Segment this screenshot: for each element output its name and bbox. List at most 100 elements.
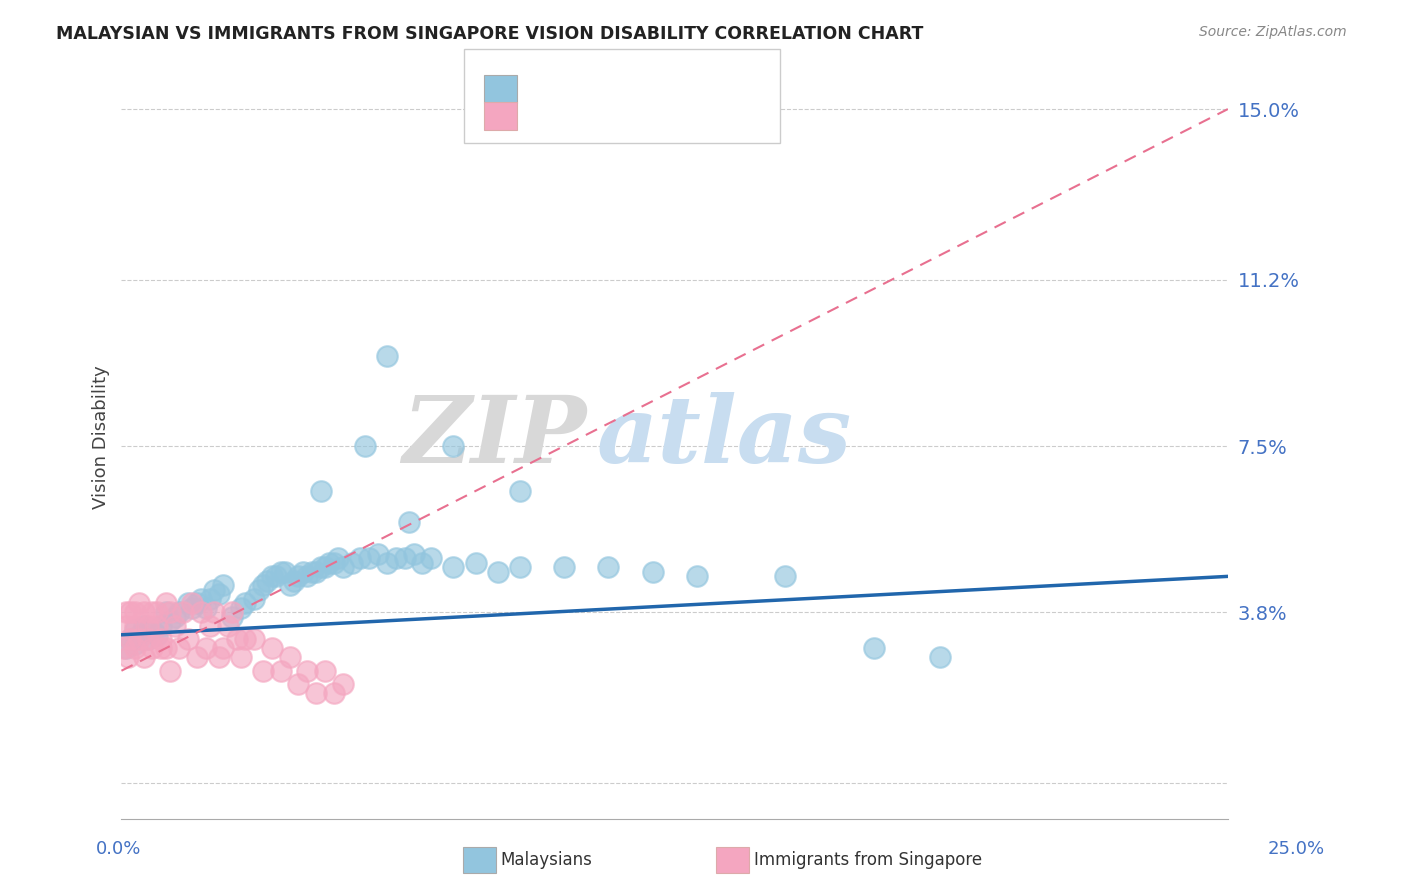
Point bbox=[235, 596, 257, 610]
Point bbox=[155, 596, 177, 610]
Point bbox=[177, 632, 200, 647]
Point bbox=[194, 641, 217, 656]
Point bbox=[398, 516, 420, 530]
Point bbox=[186, 596, 208, 610]
Text: 25.0%: 25.0% bbox=[1267, 840, 1324, 858]
Text: Source: ZipAtlas.com: Source: ZipAtlas.com bbox=[1199, 25, 1347, 39]
Point bbox=[124, 637, 146, 651]
Point bbox=[181, 596, 204, 610]
Point bbox=[509, 560, 531, 574]
Point bbox=[202, 605, 225, 619]
Point bbox=[120, 632, 142, 647]
Point bbox=[212, 578, 235, 592]
Point bbox=[283, 574, 305, 588]
Point bbox=[115, 605, 138, 619]
Point bbox=[340, 556, 363, 570]
Point bbox=[167, 641, 190, 656]
Point bbox=[297, 569, 319, 583]
Point bbox=[464, 556, 486, 570]
Point bbox=[291, 565, 314, 579]
Point bbox=[150, 619, 173, 633]
Point bbox=[314, 560, 336, 574]
Point bbox=[287, 569, 309, 583]
Point bbox=[221, 605, 243, 619]
Point bbox=[402, 547, 425, 561]
Point bbox=[260, 641, 283, 656]
Point bbox=[128, 628, 150, 642]
Text: Immigrants from Singapore: Immigrants from Singapore bbox=[754, 851, 981, 869]
Point bbox=[217, 619, 239, 633]
Point bbox=[252, 664, 274, 678]
Point bbox=[243, 632, 266, 647]
Point bbox=[159, 615, 181, 629]
Point bbox=[132, 619, 155, 633]
Point bbox=[229, 650, 252, 665]
Point bbox=[141, 624, 163, 638]
Point bbox=[252, 578, 274, 592]
Point bbox=[124, 641, 146, 656]
Point bbox=[120, 632, 142, 647]
Point bbox=[155, 641, 177, 656]
Point bbox=[354, 439, 377, 453]
Point bbox=[322, 686, 344, 700]
Point bbox=[150, 641, 173, 656]
Point bbox=[194, 600, 217, 615]
Point bbox=[181, 600, 204, 615]
Point bbox=[270, 565, 292, 579]
Text: MALAYSIAN VS IMMIGRANTS FROM SINGAPORE VISION DISABILITY CORRELATION CHART: MALAYSIAN VS IMMIGRANTS FROM SINGAPORE V… bbox=[56, 25, 924, 43]
Point bbox=[132, 605, 155, 619]
Point bbox=[155, 605, 177, 619]
Point bbox=[190, 591, 212, 606]
Point bbox=[486, 565, 509, 579]
Point bbox=[163, 609, 186, 624]
Y-axis label: Vision Disability: Vision Disability bbox=[93, 365, 110, 509]
Point bbox=[375, 556, 398, 570]
Point bbox=[115, 619, 138, 633]
Point bbox=[146, 628, 169, 642]
Point bbox=[120, 605, 142, 619]
Point bbox=[274, 565, 297, 579]
Point bbox=[256, 574, 278, 588]
Point bbox=[385, 551, 408, 566]
Point bbox=[270, 664, 292, 678]
Point bbox=[305, 686, 328, 700]
Point bbox=[128, 596, 150, 610]
Text: Malaysians: Malaysians bbox=[501, 851, 592, 869]
Point bbox=[309, 483, 332, 498]
Point bbox=[247, 582, 270, 597]
Point bbox=[775, 569, 797, 583]
Point bbox=[367, 547, 389, 561]
Point bbox=[208, 587, 231, 601]
Point bbox=[332, 677, 354, 691]
Point bbox=[553, 560, 575, 574]
Text: 0.0%: 0.0% bbox=[96, 840, 141, 858]
Point bbox=[177, 596, 200, 610]
Text: R = 0.268   N = 53: R = 0.268 N = 53 bbox=[530, 107, 714, 125]
Point bbox=[190, 605, 212, 619]
Point bbox=[136, 632, 159, 647]
Point bbox=[309, 560, 332, 574]
Point bbox=[212, 641, 235, 656]
Text: ZIP: ZIP bbox=[402, 392, 586, 482]
Point bbox=[163, 619, 186, 633]
Point bbox=[322, 556, 344, 570]
Point bbox=[314, 664, 336, 678]
Point bbox=[167, 605, 190, 619]
Text: atlas: atlas bbox=[598, 392, 852, 482]
Point bbox=[235, 632, 257, 647]
Point bbox=[332, 560, 354, 574]
Point bbox=[598, 560, 620, 574]
Point bbox=[141, 641, 163, 656]
Point bbox=[929, 650, 952, 665]
Point bbox=[441, 439, 464, 453]
Point bbox=[186, 650, 208, 665]
Point bbox=[221, 609, 243, 624]
Point bbox=[328, 551, 350, 566]
Point bbox=[287, 677, 309, 691]
Point bbox=[198, 619, 221, 633]
Point bbox=[159, 605, 181, 619]
Point bbox=[278, 650, 301, 665]
Point bbox=[202, 582, 225, 597]
Point bbox=[132, 650, 155, 665]
Point bbox=[124, 605, 146, 619]
